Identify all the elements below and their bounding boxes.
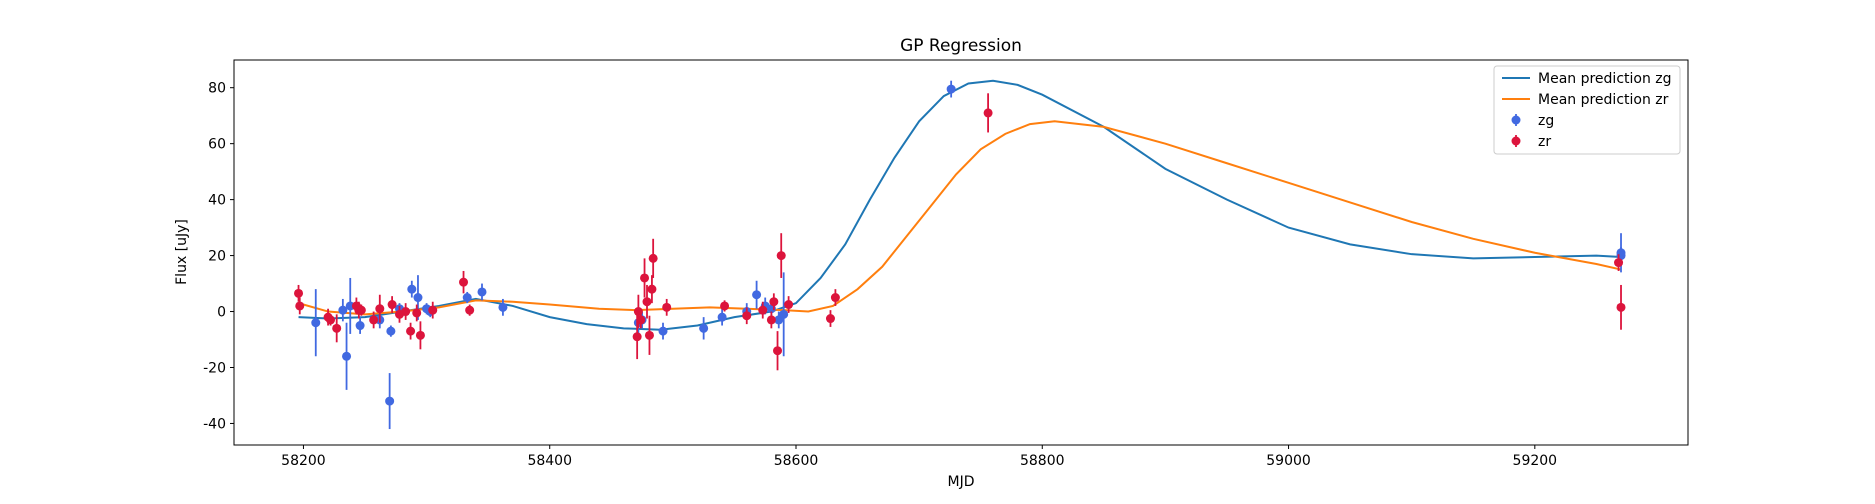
data-point (338, 305, 348, 315)
data-point (407, 284, 417, 294)
data-point (332, 323, 342, 333)
data-point (326, 315, 336, 325)
legend-label: zg (1538, 113, 1554, 129)
data-point (636, 315, 646, 325)
data-point (648, 253, 658, 263)
legend-swatch (1511, 115, 1521, 125)
data-point (662, 302, 672, 312)
data-point (640, 273, 650, 283)
x-tick-label: 59000 (1266, 453, 1311, 469)
data-point (311, 318, 321, 328)
data-point (369, 315, 379, 325)
data-point (295, 301, 305, 311)
data-point (776, 251, 786, 261)
data-point (766, 315, 776, 325)
data-point (644, 330, 654, 340)
y-tick-label: -20 (203, 360, 226, 376)
data-point (386, 326, 396, 336)
data-point (387, 300, 397, 310)
legend-label: Mean prediction zr (1538, 92, 1669, 108)
data-point (699, 323, 709, 333)
data-point (632, 332, 642, 342)
y-tick-label: 20 (208, 249, 226, 265)
data-point (412, 308, 422, 318)
y-tick-label: 60 (208, 137, 226, 153)
y-tick-label: 40 (208, 193, 226, 209)
legend-label: Mean prediction zg (1538, 71, 1672, 87)
data-point (355, 321, 365, 331)
data-point (658, 326, 668, 336)
data-point (385, 396, 395, 406)
data-point (406, 326, 416, 336)
data-point (642, 297, 652, 307)
y-tick-label: -40 (203, 416, 226, 432)
data-point (647, 284, 657, 294)
data-point (769, 297, 779, 307)
y-tick-label: 0 (217, 305, 226, 321)
data-point (459, 277, 469, 287)
x-tick-label: 59200 (1513, 453, 1558, 469)
data-point (742, 311, 752, 321)
data-point (825, 314, 835, 324)
data-point (462, 293, 472, 303)
data-point (401, 307, 411, 317)
y-axis-label: Flux [uJy] (174, 219, 190, 285)
legend-label: zr (1538, 134, 1551, 150)
chart-title: GP Regression (900, 36, 1022, 56)
data-point (428, 305, 438, 315)
data-point (633, 307, 643, 317)
line (298, 120, 1622, 316)
data-point (717, 312, 727, 322)
data-point (375, 304, 385, 314)
x-tick-label: 58800 (1020, 453, 1065, 469)
x-tick-label: 58200 (281, 453, 326, 469)
x-tick-label: 58400 (527, 453, 572, 469)
data-point (983, 108, 993, 118)
legend-swatch (1511, 136, 1521, 146)
data-point (830, 293, 840, 303)
data-point (498, 302, 508, 312)
data-point (720, 301, 730, 311)
data-point (342, 351, 352, 361)
data-point (946, 84, 956, 94)
data-point (413, 293, 423, 303)
data-point (477, 287, 487, 297)
x-axis-label: MJD (948, 474, 975, 490)
data-point (294, 288, 304, 298)
x-tick-label: 58600 (774, 453, 819, 469)
data-point (779, 309, 789, 319)
line (298, 79, 1622, 331)
data-point (1614, 258, 1624, 268)
data-point (773, 346, 783, 356)
data-point (415, 330, 425, 340)
data-point (345, 301, 355, 311)
plot-frame (233, 59, 1689, 446)
data-point (1616, 302, 1626, 312)
data-point (465, 305, 475, 315)
data-point (356, 305, 366, 315)
data-point (784, 300, 794, 310)
data-point (758, 305, 768, 315)
y-tick-label: 80 (208, 81, 226, 97)
data-point (752, 290, 762, 300)
legend-box (1493, 65, 1681, 155)
